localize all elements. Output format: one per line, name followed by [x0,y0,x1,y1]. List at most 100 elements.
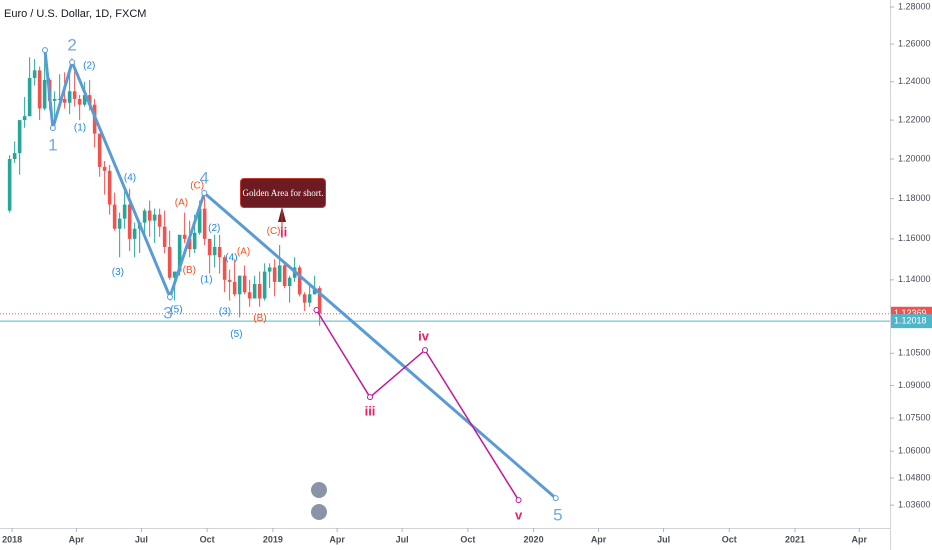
candle-body [197,208,202,233]
candle-body [227,279,232,282]
candle-body [162,226,167,247]
wave-label: 5 [553,506,562,525]
wave-label: (3) [112,267,124,278]
wave-label: (2) [83,61,95,72]
x-tick-label: Oct [200,534,215,544]
candle-body [307,294,312,303]
wave-point [422,347,428,354]
candle-body [102,166,107,171]
wave-point [201,190,208,197]
wave-label: (5) [170,305,182,316]
wave-label: (A) [175,198,188,209]
x-tick-label: Apr [69,534,85,544]
candle-body [37,70,42,109]
candle-body [17,120,22,154]
wave-label: (4) [225,253,237,264]
candle-body [287,277,292,287]
y-tick-label: 1.10500 [898,348,931,358]
wave-label: (A) [237,247,250,258]
candle-body [302,294,307,303]
x-tick-label: Jul [396,534,409,544]
y-tick-label: 1.03600 [898,500,931,510]
candle-body [217,246,222,258]
candle-body [202,208,207,239]
candle-body [317,288,322,314]
candle-body [212,246,217,256]
y-tick-label: 1.14000 [898,274,931,284]
wave-label: (4) [124,173,136,184]
candle-body [267,267,272,272]
candle-body [32,70,37,78]
wave-label: (B) [253,313,266,324]
y-tick-label: 1.20000 [898,153,931,163]
x-tick-label: 2018 [2,534,22,544]
candle-body [107,170,112,205]
x-tick-label: Jul [135,534,148,544]
candle-body [57,98,62,100]
wave-label: iv [418,329,430,344]
candle-body [182,234,187,239]
candle-body [62,98,67,103]
wave-label: 2 [67,35,76,54]
candle-body [277,265,282,282]
candle-body [27,77,32,117]
candle-body [72,91,77,99]
candle-body [252,283,257,299]
candle-body [22,116,27,121]
candle-body [87,95,92,105]
wave-label: (B) [183,265,196,276]
candle-body [132,228,137,239]
candle-body [297,267,302,295]
candle-body [122,204,127,219]
y-tick-label: 1.22000 [898,114,931,124]
candle-body [112,204,117,229]
wave-line [315,309,520,501]
candle-body [257,283,262,299]
x-tick-label: Jul [657,534,670,544]
wave-label: (1) [200,275,212,286]
candle-body [167,246,172,278]
wave-point [367,394,373,401]
candle-body [142,210,147,223]
x-tick-label: 2020 [524,534,544,544]
wave-label: (5) [230,329,242,340]
candle-body [232,281,237,295]
wave-label: (1) [74,123,86,134]
candle-body [312,288,317,295]
wave-point [167,294,173,301]
wave-label: (C) [190,181,204,192]
candle-body [237,275,242,295]
wave-point [49,124,56,131]
x-tick-label: 2021 [785,534,805,544]
candle-body [152,214,157,221]
wave-point [42,47,48,54]
candle-body [7,159,12,211]
event-icon[interactable] [311,504,327,520]
candle-body [272,267,277,282]
candle-body [42,79,47,109]
wave-line [43,49,557,500]
price-label: 1.12369 [894,308,927,318]
candle-body [12,153,17,160]
candle-body [187,238,192,250]
callout: Golden Area for short. [240,178,326,208]
candle-body [157,214,162,227]
candle-body [262,271,267,299]
y-tick-label: 1.16000 [898,233,931,243]
candle-body [97,133,102,167]
wave-label: (3) [219,307,231,318]
y-tick-label: 1.24000 [898,76,931,86]
y-tick-label: 1.09000 [898,380,931,390]
candle-body [52,98,57,101]
event-icon[interactable] [311,482,327,498]
wave-label: v [515,508,523,523]
y-tick-label: 1.26000 [898,38,931,48]
wave-label: 3 [163,304,172,323]
candle-body [177,234,182,272]
x-tick-label: 2019 [263,534,283,544]
x-tick-label: Oct [722,534,737,544]
y-tick-label: 1.28000 [898,1,931,11]
chart-title: Euro / U.S. Dollar, 1D, FXCM [4,8,146,20]
candle-body [192,232,197,250]
